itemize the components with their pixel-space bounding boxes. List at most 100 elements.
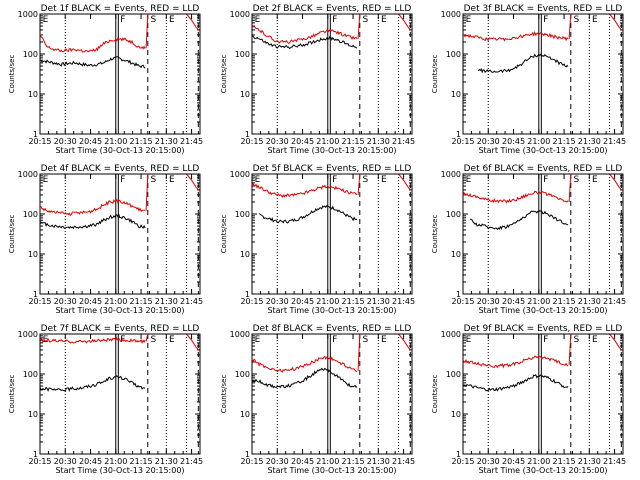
- series-line-lld-tail: [357, 333, 411, 371]
- marker-letter: S: [150, 15, 156, 25]
- y-tick-label: 1000: [230, 330, 250, 339]
- y-tick-label: 1000: [230, 10, 250, 19]
- marker-letter: E: [43, 15, 49, 25]
- y-tick-label: 10: [28, 410, 38, 419]
- x-tick-label: 20:45: [502, 297, 525, 306]
- x-tick-label: 21:00: [316, 297, 339, 306]
- x-tick-label: 21:00: [104, 137, 127, 146]
- y-tick-label: 1: [245, 290, 250, 299]
- marker-letter: S: [573, 335, 579, 345]
- x-tick-label: 21:45: [392, 457, 415, 466]
- marker-letter: S: [362, 335, 368, 345]
- y-tick-label: 10: [451, 90, 461, 99]
- series-line-lld: [39, 34, 146, 53]
- x-tick-label: 21:45: [180, 297, 203, 306]
- series-line-lld-tail: [568, 173, 622, 203]
- detector-panel-9: Det 9f BLACK = Events, RED = LLD 1 10 100 10…: [431, 324, 626, 475]
- x-tick-label: 20:15: [451, 457, 474, 466]
- x-tick-label: 20:30: [477, 137, 500, 146]
- series-line-events: [40, 56, 146, 69]
- marker-letter: F: [120, 15, 125, 25]
- marker-letter: E: [169, 175, 175, 185]
- x-tick-label: 21:15: [553, 457, 576, 466]
- y-axis-label: Counts/sec: [220, 215, 228, 254]
- series-line-lld: [462, 30, 569, 42]
- x-tick-label: 20:45: [502, 137, 525, 146]
- y-tick-label: 1: [245, 130, 250, 139]
- y-tick-label: 1000: [18, 170, 38, 179]
- marker-letter: E: [592, 175, 598, 185]
- marker-letter: S: [150, 175, 156, 185]
- x-tick-label: 21:00: [527, 457, 550, 466]
- y-tick-label: 1: [33, 130, 38, 139]
- plot-frame: [251, 13, 413, 135]
- x-tick-label: 20:30: [54, 457, 77, 466]
- series-line-events: [470, 210, 569, 231]
- y-axis-label: Counts/sec: [431, 55, 439, 94]
- series-line-lld-tail: [145, 13, 199, 49]
- marker-letter: F: [120, 175, 125, 185]
- y-tick-label: 1: [456, 450, 461, 459]
- x-tick-label: 21:30: [155, 297, 178, 306]
- series-line-lld-tail: [145, 333, 199, 350]
- x-tick-label: 20:15: [451, 137, 474, 146]
- marker-letter: F: [332, 335, 337, 345]
- marker-letter: S: [362, 15, 368, 25]
- x-tick-label: 20:15: [28, 457, 51, 466]
- marker-letter: E: [169, 335, 175, 345]
- series-line-lld-tail: [568, 13, 622, 39]
- x-tick-label: 20:30: [266, 297, 289, 306]
- y-tick-label: 10: [240, 250, 250, 259]
- detector-panel-4: Det 4f BLACK = Events, RED = LLD 1 10 100 10…: [8, 164, 203, 315]
- x-tick-label: 21:45: [603, 457, 626, 466]
- x-tick-label: 20:45: [79, 137, 102, 146]
- y-tick-label: 100: [235, 370, 250, 379]
- panel-title: Det 4f BLACK = Events, RED = LLD: [41, 164, 200, 174]
- marker-letter: E: [381, 335, 387, 345]
- plot-frame: [39, 173, 201, 295]
- x-tick-label: 21:30: [155, 457, 178, 466]
- marker-letter: F: [543, 335, 548, 345]
- x-tick-label: 21:45: [180, 457, 203, 466]
- marker-letter: E: [169, 15, 175, 25]
- x-tick-label: 21:00: [316, 457, 339, 466]
- x-tick-label: 20:45: [291, 457, 314, 466]
- x-tick-label: 21:00: [104, 297, 127, 306]
- detector-panel-2: Det 2f BLACK = Events, RED = LLD 1 10 100 10…: [220, 4, 415, 155]
- marker-letter: F: [543, 15, 548, 25]
- x-tick-label: 21:15: [553, 297, 576, 306]
- y-tick-label: 10: [28, 90, 38, 99]
- marker-letter: E: [43, 335, 49, 345]
- marker-letter: E: [592, 15, 598, 25]
- y-tick-label: 10: [451, 410, 461, 419]
- panel-title: Det 8f BLACK = Events, RED = LLD: [253, 324, 412, 334]
- x-tick-label: 20:45: [291, 137, 314, 146]
- marker-letter: S: [573, 175, 579, 185]
- x-axis-label: Start Time (30-Oct-13 20:15:00): [55, 466, 184, 475]
- marker-letter: F: [332, 175, 337, 185]
- panel-title: Det 3f BLACK = Events, RED = LLD: [464, 4, 623, 14]
- x-tick-label: 21:15: [130, 457, 153, 466]
- detector-panel-8: Det 8f BLACK = Events, RED = LLD 1 10 100 10…: [220, 324, 415, 475]
- x-tick-label: 21:45: [603, 297, 626, 306]
- x-tick-label: 20:45: [79, 457, 102, 466]
- x-tick-label: 21:15: [342, 457, 365, 466]
- marker-letter: E: [255, 175, 261, 185]
- panel-title: Det 7f BLACK = Events, RED = LLD: [41, 324, 200, 334]
- x-tick-label: 20:30: [54, 297, 77, 306]
- plot-frame: [251, 173, 413, 295]
- x-tick-label: 20:45: [79, 297, 102, 306]
- series-line-lld-tail: [568, 333, 622, 365]
- series-line-lld: [251, 182, 358, 199]
- y-tick-label: 10: [28, 250, 38, 259]
- detector-panel-7: Det 7f BLACK = Events, RED = LLD 1 10 100 10…: [8, 324, 203, 475]
- marker-letter: E: [466, 335, 472, 345]
- y-tick-label: 1000: [18, 330, 38, 339]
- y-tick-label: 1000: [441, 330, 461, 339]
- x-tick-label: 21:45: [392, 297, 415, 306]
- marker-letter: F: [332, 15, 337, 25]
- x-tick-label: 21:30: [578, 137, 601, 146]
- x-tick-label: 21:30: [367, 457, 390, 466]
- x-tick-label: 21:30: [578, 297, 601, 306]
